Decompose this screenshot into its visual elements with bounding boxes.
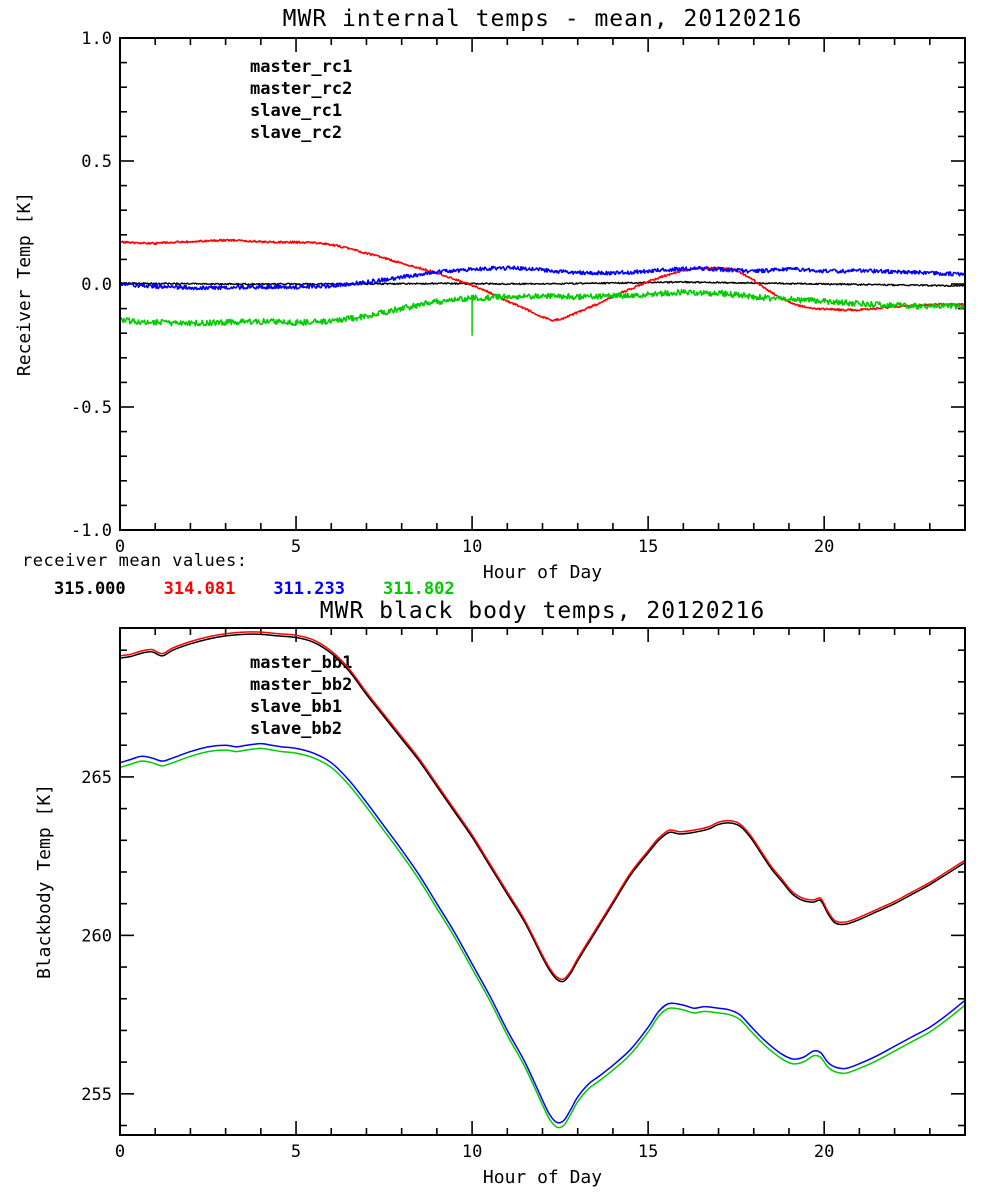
receiver-mean-values-row: 315.000 314.081 311.233 311.802	[22, 578, 493, 599]
series-slave_bb2	[119, 747, 966, 1129]
series-slave_rc1	[119, 265, 966, 291]
mean-value-slave-rc1: 311.233	[273, 578, 345, 599]
plot-frame	[119, 37, 966, 531]
receiver-mean-values-label: receiver mean values:	[22, 551, 248, 571]
x-tick-label: 20	[814, 537, 834, 557]
y-tick-label: -1.0	[71, 521, 112, 541]
x-axis-label: Hour of Day	[483, 562, 602, 583]
chart-title: MWR black body temps, 20120216	[320, 600, 765, 624]
series-master_bb1	[119, 633, 966, 983]
series-master_rc1	[119, 280, 966, 288]
mean-value-master-rc2: 314.081	[163, 578, 236, 599]
x-tick-label: 0	[115, 1142, 125, 1162]
legend-entry-slave_bb2: slave_bb2	[250, 719, 342, 739]
receiver-mean-values: receiver mean values: 315.000 314.081 311.…	[22, 552, 493, 598]
y-tick-label: 0.0	[81, 275, 112, 295]
x-tick-label: 10	[462, 1142, 482, 1162]
x-tick-label: 20	[814, 1142, 834, 1162]
series-slave_bb1	[119, 742, 966, 1124]
series-master_bb2	[119, 631, 966, 981]
x-tick-label: 0	[115, 537, 125, 557]
legend-entry-master_bb2: master_bb2	[250, 675, 352, 695]
y-tick-label: 255	[81, 1085, 112, 1105]
y-axis-label: Blackbody Temp [K]	[34, 784, 55, 979]
internal-temps-chart: 0 5 10 15 20 -1.0 -0.5 0.0 0.5 1.0 MWR internal te…	[14, 6, 966, 583]
mean-value-slave-rc2: 311.802	[382, 578, 455, 599]
legend-entry-slave_rc2: slave_rc2	[250, 123, 342, 143]
legend-entry-slave_rc1: slave_rc1	[250, 101, 342, 121]
x-tick-label: 15	[638, 1142, 658, 1162]
y-axis-label: Receiver Temp [K]	[14, 192, 35, 376]
series-master_rc2	[119, 238, 966, 322]
y-tick-label: 260	[81, 926, 112, 946]
legend-entry-master_rc2: master_rc2	[250, 79, 352, 99]
chart-title: MWR internal temps - mean, 20120216	[283, 6, 803, 32]
x-tick-label: 15	[638, 537, 658, 557]
x-tick-label: 5	[291, 1142, 301, 1162]
y-tick-label: 1.0	[81, 29, 112, 49]
y-tick-label: -0.5	[71, 398, 112, 418]
mean-value-master-rc1: 315.000	[54, 578, 126, 599]
x-tick-label: 5	[291, 537, 301, 557]
series-slave_rc2	[119, 288, 966, 327]
x-tick-label: 10	[462, 537, 482, 557]
legend-entry-master_rc1: master_rc1	[250, 57, 352, 77]
legend-entry-master_bb1: master_bb1	[250, 653, 352, 673]
legend-entry-slave_bb1: slave_bb1	[250, 697, 342, 717]
plot-frame	[119, 627, 966, 1136]
y-tick-label: 265	[81, 768, 112, 788]
x-axis-label: Hour of Day	[483, 1167, 602, 1188]
y-tick-label: 0.5	[81, 152, 112, 172]
blackbody-temps-chart: 0 5 10 15 20 255 260 265 MWR black body temps, 2…	[34, 600, 966, 1188]
